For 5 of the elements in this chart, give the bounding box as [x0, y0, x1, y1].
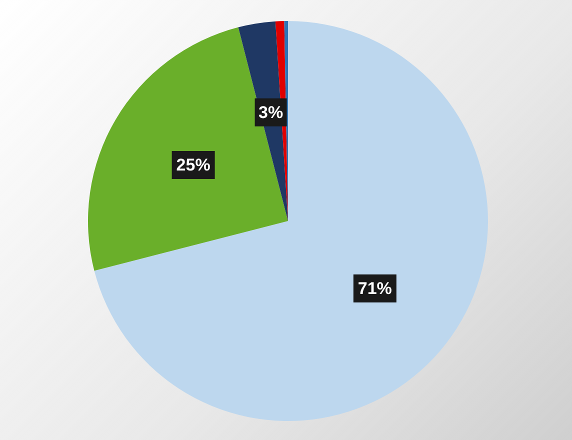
data-label: 71% — [358, 278, 392, 298]
pie-slice — [94, 21, 488, 421]
data-label: 3% — [258, 102, 284, 122]
pie-slice — [88, 27, 288, 271]
data-label: 25% — [176, 156, 210, 175]
